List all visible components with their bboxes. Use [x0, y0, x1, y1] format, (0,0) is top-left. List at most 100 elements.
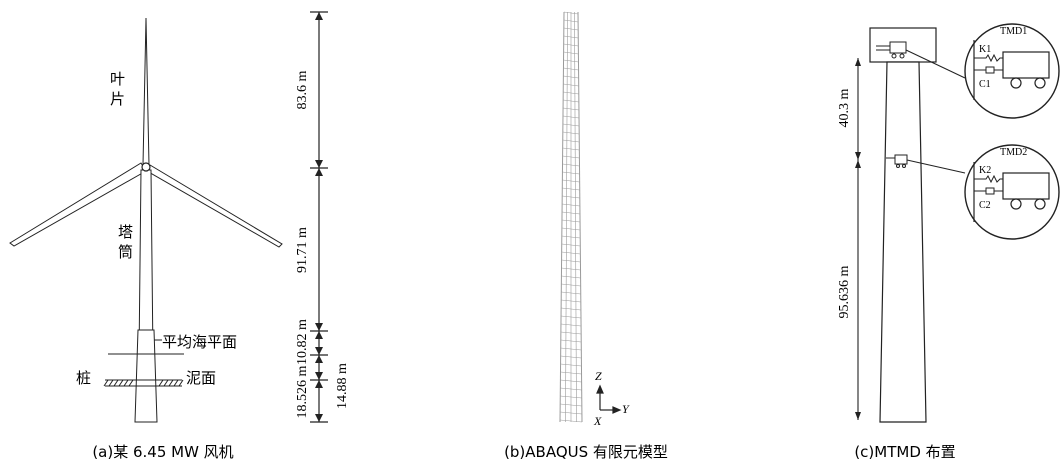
- mesh-line: [562, 195, 580, 199]
- mesh-line: [560, 339, 582, 343]
- mesh-line: [561, 251, 581, 255]
- dim-18-526: 18.526 m: [295, 365, 310, 418]
- mesh-line: [563, 51, 579, 55]
- mesh-line: [561, 291, 581, 295]
- tmd2-detail: TMD2 K2 C2: [964, 144, 1060, 240]
- mesh-line: [560, 363, 582, 367]
- mesh-line: [559, 419, 583, 423]
- panel-c-mtmd-layout: TMD1 K1 C1 TMD2 K2 C2: [837, 23, 1060, 461]
- tmd2-k: K2: [979, 165, 991, 176]
- mesh-line: [562, 163, 580, 167]
- mesh-line: [563, 27, 579, 31]
- leader-tmd1: [905, 49, 966, 79]
- tmd1-title: TMD1: [1000, 26, 1027, 37]
- tmd2-title: TMD2: [1000, 147, 1027, 158]
- tmd1-k: K1: [979, 44, 991, 55]
- mesh-line: [562, 123, 580, 127]
- caption-c: (c)MTMD 布置: [854, 443, 955, 461]
- axes-triad: [596, 384, 622, 414]
- mesh-line: [563, 43, 579, 47]
- mesh-line: [560, 403, 582, 407]
- mesh-line: [563, 75, 579, 79]
- mesh-line: [561, 235, 581, 239]
- mesh-line: [565, 11, 568, 423]
- mesh-line: [577, 11, 583, 423]
- dim-14-88: 14.88 m: [335, 363, 350, 409]
- mesh-line: [560, 355, 582, 359]
- caption-a: (a)某 6.45 MW 风机: [92, 443, 233, 461]
- mesh-line: [560, 347, 582, 351]
- mesh-line: [561, 315, 581, 319]
- mesh-line: [561, 227, 581, 231]
- tmd1-detail: TMD1 K1 C1: [964, 23, 1060, 119]
- mesh-line: [562, 203, 580, 207]
- mesh-line: [561, 283, 581, 287]
- label-blade-top: 叶: [110, 70, 125, 88]
- mesh-line: [560, 371, 582, 375]
- mesh-line: [563, 107, 579, 111]
- label-tower-top: 塔: [118, 223, 133, 241]
- dim-10-82: 10.82 m: [295, 319, 310, 365]
- mesh-line: [563, 19, 579, 23]
- tmd1-small: [876, 41, 907, 59]
- mesh-line: [563, 67, 579, 71]
- mesh-line: [561, 299, 581, 303]
- mesh-line: [561, 275, 581, 279]
- dim-40-3: 40.3 m: [837, 88, 852, 127]
- mesh-line: [562, 139, 580, 143]
- dim-91-71: 91.71 m: [295, 227, 310, 273]
- tower-c: [879, 61, 927, 423]
- mesh-line: [563, 35, 579, 39]
- mesh-line: [562, 171, 580, 175]
- mesh-line: [563, 59, 579, 63]
- axis-x-label: X: [593, 414, 602, 428]
- blade-right: [146, 164, 283, 248]
- mesh-line: [560, 379, 582, 383]
- panel-c-arrowheads: [855, 58, 861, 420]
- mesh-line: [562, 187, 580, 191]
- mesh-line: [560, 395, 582, 399]
- label-blade-bottom: 片: [110, 90, 125, 108]
- blade-up: [142, 17, 150, 166]
- mesh-line: [563, 83, 579, 87]
- axis-z-label: Z: [595, 369, 602, 383]
- panel-a-arrowheads: [315, 12, 323, 422]
- leader-tmd2: [906, 159, 966, 174]
- tmd2-small: [886, 154, 908, 168]
- panel-b-fe-model: Z Y X (b)ABAQUS 有限元模型: [504, 11, 668, 461]
- mesh-line: [561, 307, 581, 311]
- mesh-line: [563, 99, 579, 103]
- mesh-line: [562, 131, 580, 135]
- dim-83-6: 83.6 m: [295, 70, 310, 109]
- label-msl: 平均海平面: [162, 333, 237, 351]
- mesh-line: [561, 259, 581, 263]
- fe-mesh: [559, 11, 583, 423]
- mesh-line: [560, 331, 582, 335]
- label-mudline: 泥面: [186, 369, 216, 387]
- mesh-line: [574, 11, 577, 423]
- mesh-line: [562, 155, 580, 159]
- pile-body: [134, 329, 158, 423]
- mesh-line: [561, 219, 581, 223]
- mesh-line: [562, 147, 580, 151]
- mudline-hatch: [103, 379, 184, 387]
- mesh-line: [560, 387, 582, 391]
- mesh-line: [563, 91, 579, 95]
- mesh-line: [562, 179, 580, 183]
- panel-a-wind-turbine: 叶 片 塔 筒 平均海平面 桩 泥面 83.6 m: [9, 11, 350, 461]
- mesh-line: [559, 11, 565, 423]
- mesh-line: [562, 211, 580, 215]
- tmd2-c: C2: [979, 200, 991, 211]
- dim-95-636: 95.636 m: [837, 265, 852, 318]
- tmd1-c: C1: [979, 79, 991, 90]
- label-pile: 桩: [76, 369, 91, 387]
- hub: [141, 162, 151, 172]
- mesh-line: [563, 11, 579, 15]
- caption-b: (b)ABAQUS 有限元模型: [504, 443, 668, 461]
- mesh-line: [561, 243, 581, 247]
- mesh-line: [562, 115, 580, 119]
- label-tower-bottom: 筒: [118, 243, 133, 261]
- mesh-line: [560, 411, 582, 415]
- axis-y-label: Y: [622, 402, 630, 416]
